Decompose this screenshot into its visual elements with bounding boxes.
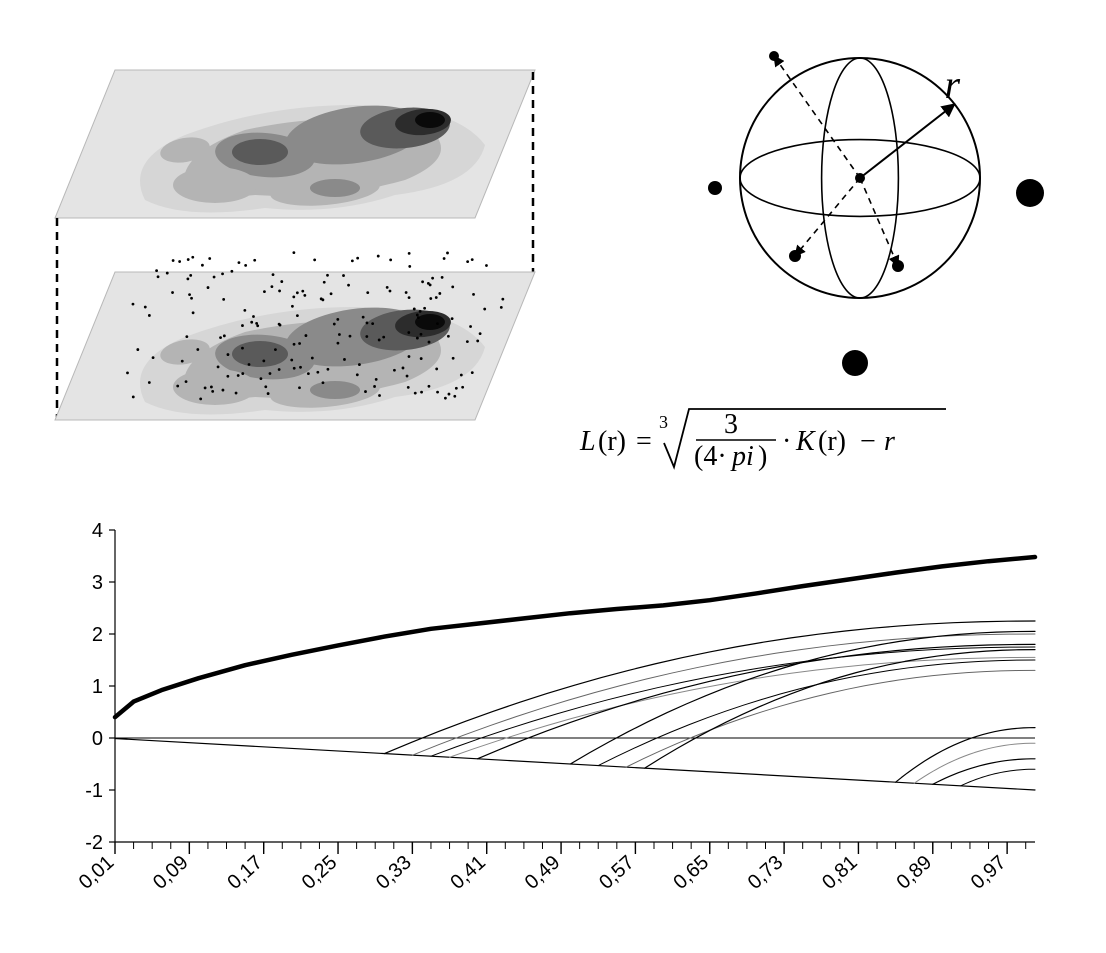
svg-text:r: r — [945, 62, 961, 107]
svg-text:-1: -1 — [85, 780, 103, 802]
svg-text:0,49: 0,49 — [521, 851, 565, 893]
sphere-diagram-panel: r — [660, 8, 1060, 348]
formula-panel: L(r)=33(4·pi)·K(r)− r — [550, 395, 1050, 475]
svg-text:(4·: (4· — [694, 441, 727, 472]
svg-text:L: L — [579, 426, 596, 457]
l-function-chart: -2 -1 0 1 2 3 4 0,01 0,09 0,17 0,25 0,33 0,41 0,49 0,5… — [50, 520, 1050, 920]
svg-text:pi: pi — [730, 441, 754, 472]
svg-text:0,41: 0,41 — [446, 851, 490, 893]
svg-text:0,17: 0,17 — [223, 851, 267, 893]
svg-text:0,57: 0,57 — [595, 851, 639, 893]
svg-text:(r): (r) — [818, 426, 846, 457]
svg-text:-2: -2 — [85, 832, 103, 854]
svg-text:0,25: 0,25 — [298, 851, 342, 893]
svg-text:1: 1 — [92, 676, 103, 698]
svg-text:−: − — [860, 426, 876, 457]
svg-text:0,65: 0,65 — [669, 851, 713, 893]
svg-text:·: · — [782, 426, 791, 457]
svg-text:0,09: 0,09 — [149, 851, 193, 893]
svg-text:0,33: 0,33 — [372, 851, 416, 893]
svg-text:): ) — [758, 441, 767, 472]
svg-text:3: 3 — [92, 572, 103, 594]
density-slabs-panel — [35, 50, 570, 450]
svg-text:(r): (r) — [598, 426, 626, 457]
svg-text:r: r — [884, 426, 895, 457]
svg-text:3: 3 — [724, 409, 738, 440]
svg-text:4: 4 — [92, 520, 103, 542]
svg-text:0,89: 0,89 — [892, 851, 936, 893]
svg-text:3: 3 — [659, 412, 668, 432]
svg-text:0,97: 0,97 — [967, 851, 1011, 893]
svg-text:0,73: 0,73 — [744, 851, 788, 893]
svg-text:K: K — [795, 426, 816, 457]
svg-text:0: 0 — [92, 728, 103, 750]
svg-text:=: = — [636, 426, 652, 457]
svg-text:0,81: 0,81 — [818, 851, 862, 893]
svg-text:0,01: 0,01 — [75, 851, 119, 893]
svg-text:2: 2 — [92, 624, 103, 646]
